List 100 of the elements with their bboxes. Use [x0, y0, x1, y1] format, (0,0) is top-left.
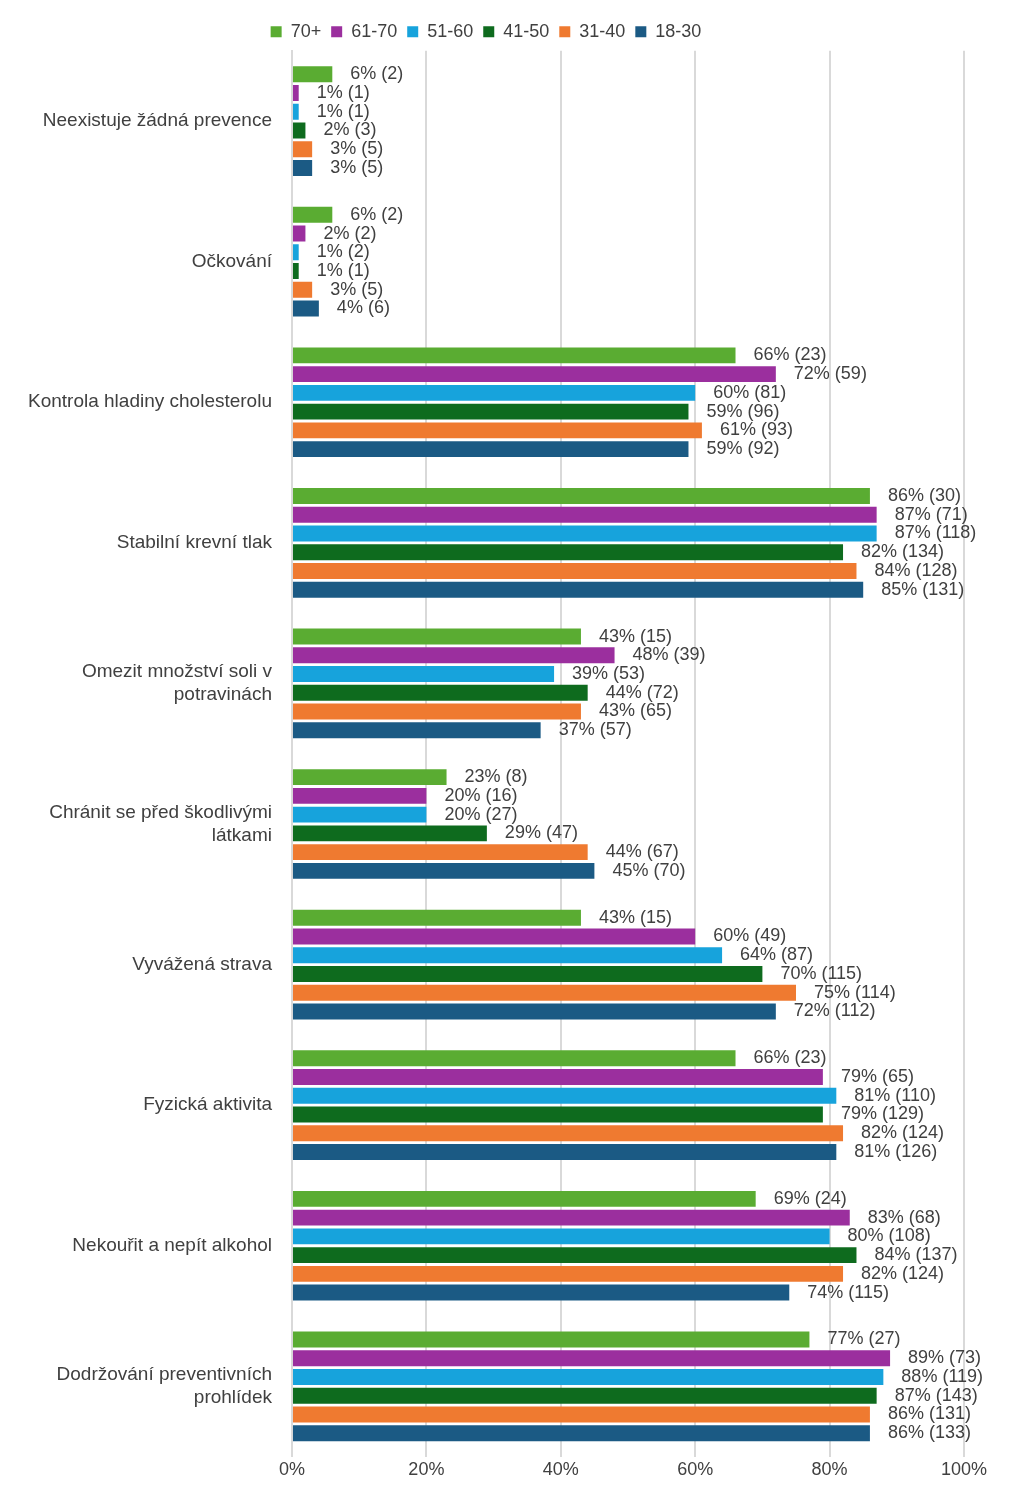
- bar: [292, 263, 299, 280]
- data-label: 59% (92): [706, 438, 780, 459]
- bar: [292, 984, 796, 1001]
- bar: [292, 862, 595, 879]
- data-label: 1% (1): [316, 260, 370, 281]
- bar: [292, 244, 299, 261]
- bar: [292, 1209, 850, 1226]
- bar: [292, 825, 487, 842]
- legend-label: 18-30: [655, 20, 702, 41]
- data-label: 39% (53): [572, 663, 646, 684]
- x-tick-label: 80%: [811, 1459, 848, 1480]
- data-label: 6% (2): [350, 203, 404, 224]
- bar: [292, 1069, 823, 1085]
- bar: [292, 525, 877, 542]
- bar: [292, 103, 299, 120]
- bar: [292, 1406, 870, 1423]
- bar: [292, 562, 857, 579]
- bar: [292, 647, 615, 664]
- bar: [292, 422, 702, 439]
- bar: [292, 703, 581, 720]
- y-tick-label: Fyzická aktivita: [143, 1093, 273, 1115]
- bar: [292, 1106, 823, 1123]
- legend-label: 41-50: [503, 20, 550, 41]
- data-label: 72% (59): [793, 363, 867, 384]
- y-tick-label: Neexistuje žádná prevence: [42, 109, 272, 131]
- bar: [292, 1247, 857, 1264]
- bar: [292, 1350, 891, 1367]
- bar: [292, 506, 877, 523]
- data-label: 66% (23): [753, 1047, 827, 1068]
- data-label: 2% (2): [323, 222, 377, 243]
- data-label: 23% (8): [464, 766, 528, 787]
- data-label: 84% (137): [874, 1244, 958, 1265]
- data-label: 69% (24): [773, 1187, 847, 1208]
- data-label: 43% (15): [598, 906, 672, 927]
- bar: [292, 684, 588, 701]
- bar: [292, 141, 313, 158]
- bar: [292, 1284, 790, 1301]
- bar: [292, 1387, 877, 1404]
- data-label: 6% (2): [350, 63, 404, 84]
- bar: [292, 441, 689, 458]
- bar: [292, 1228, 830, 1245]
- bar: [292, 347, 736, 364]
- bar: [292, 1050, 736, 1067]
- bar: [292, 844, 588, 861]
- bar: [292, 281, 313, 298]
- bar: [292, 787, 427, 804]
- bar: [292, 122, 306, 139]
- data-label: 89% (73): [908, 1347, 982, 1368]
- data-label: 86% (133): [887, 1422, 971, 1443]
- x-tick-label: 60%: [677, 1459, 714, 1480]
- bar: [292, 1368, 884, 1385]
- y-tick-label: Očkování: [191, 249, 273, 271]
- legend-label: 61-70: [351, 20, 398, 41]
- bar: [292, 403, 689, 420]
- legend-label: 51-60: [427, 20, 474, 41]
- data-label: 77% (27): [827, 1328, 901, 1349]
- y-tick-label: Kontrola hladiny cholesterolu: [27, 390, 272, 412]
- bar: [292, 159, 313, 176]
- bar: [292, 909, 581, 926]
- x-tick-label: 40%: [542, 1459, 579, 1480]
- y-tick-label: Nekouřit a nepít alkohol: [72, 1233, 272, 1255]
- bar: [292, 66, 333, 83]
- bar: [292, 225, 306, 242]
- bar: [292, 965, 763, 982]
- y-tick-label: Stabilní krevní tlak: [116, 531, 273, 553]
- legend-label: 70+: [290, 20, 322, 41]
- bar: [292, 581, 864, 598]
- bar: [292, 628, 581, 645]
- data-label: 44% (67): [605, 841, 679, 862]
- data-label: 1% (1): [316, 81, 370, 102]
- x-tick-label: 20%: [408, 1459, 445, 1480]
- data-label: 64% (87): [740, 944, 814, 965]
- bar: [292, 366, 776, 383]
- bar: [292, 1265, 844, 1282]
- data-label: 86% (30): [887, 484, 961, 505]
- bar: [292, 666, 555, 682]
- bar: [292, 85, 299, 101]
- bar: [292, 544, 844, 561]
- data-label: 82% (134): [861, 541, 945, 562]
- bar: [292, 1125, 844, 1142]
- legend-label: 31-40: [579, 20, 626, 41]
- bar: [292, 1425, 870, 1442]
- data-label: 83% (68): [867, 1206, 941, 1227]
- bar: [292, 1087, 837, 1104]
- data-label: 37% (57): [558, 719, 632, 740]
- data-label: 74% (115): [807, 1281, 889, 1302]
- bar: [292, 806, 427, 823]
- bar: [292, 1331, 810, 1348]
- data-label: 66% (23): [753, 344, 827, 365]
- bar: [292, 300, 319, 317]
- data-label: 60% (81): [713, 381, 787, 402]
- bar: [292, 206, 333, 223]
- bar: [292, 1003, 776, 1020]
- x-tick-label: 0%: [278, 1459, 305, 1480]
- y-tick-label: Dodržování preventivních prohlídek: [56, 1363, 273, 1407]
- y-tick-label: Chránit se před škodlivými látkami: [49, 800, 272, 845]
- y-tick-label: Vyvážená strava: [132, 952, 273, 974]
- bar: [292, 1144, 837, 1160]
- data-label: 82% (124): [861, 1122, 945, 1143]
- bar: [292, 384, 696, 401]
